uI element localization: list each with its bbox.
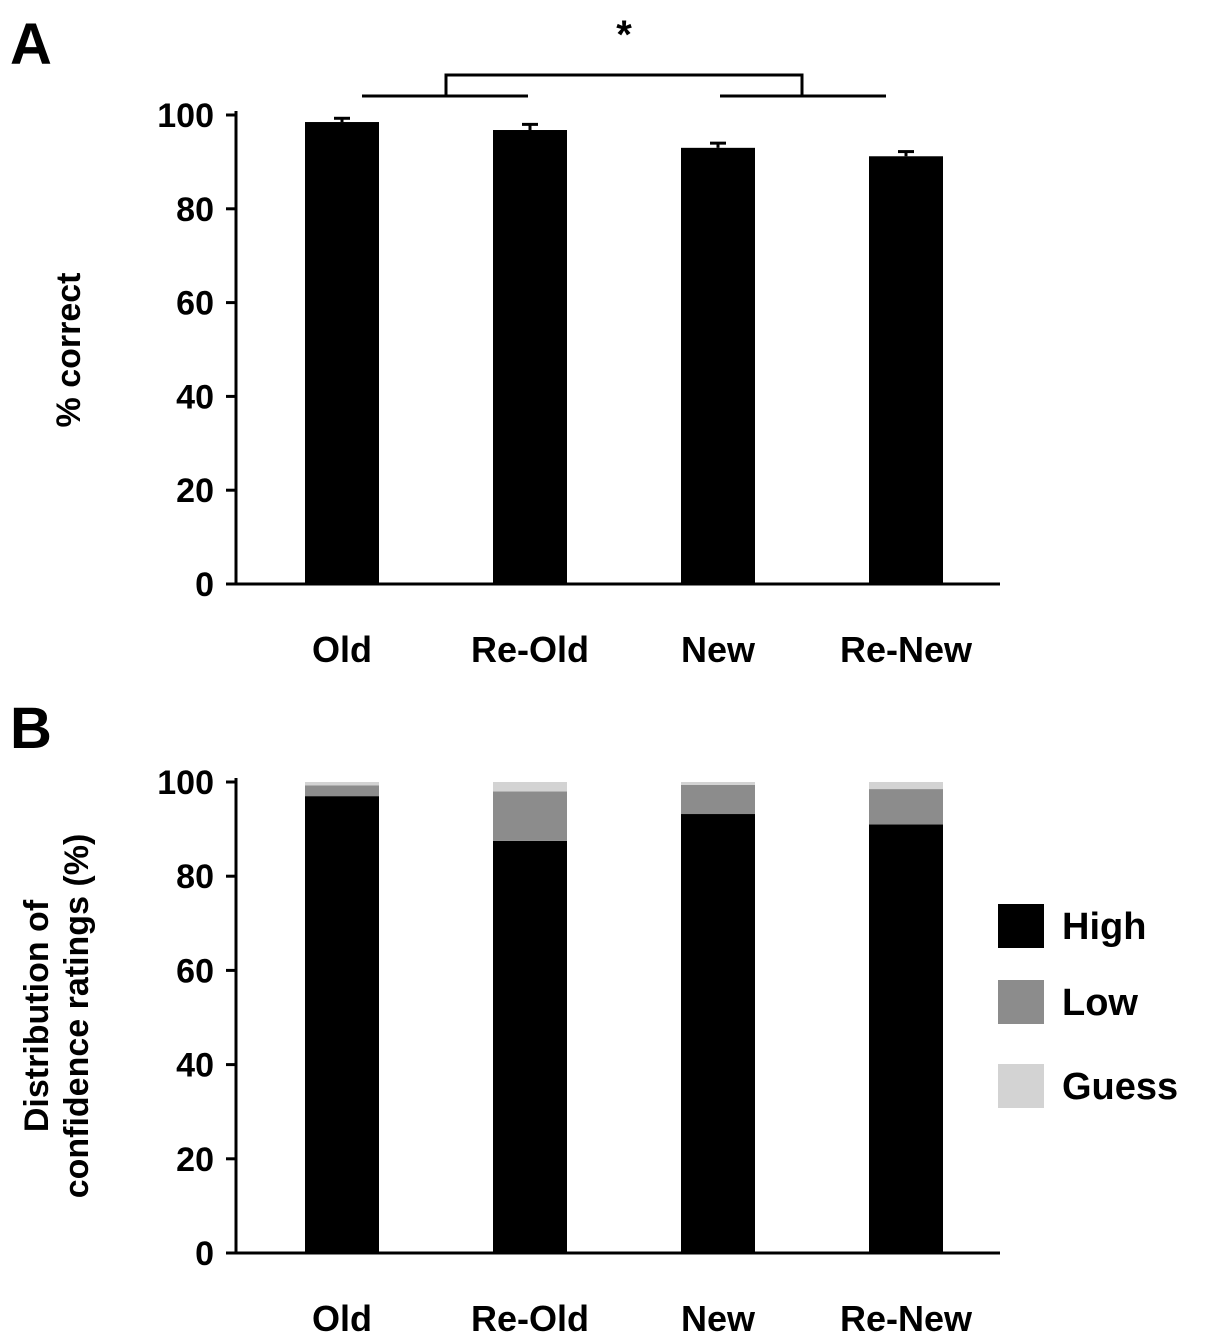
panel-a-label: A — [10, 12, 52, 77]
chart-b-legend-swatch-low — [998, 980, 1044, 1024]
chart-b-y-tick-label: 20 — [176, 1141, 214, 1179]
chart-a-bar — [869, 156, 943, 584]
chart-a-y-tick-label: 60 — [176, 285, 214, 323]
chart-a-y-tick-label: 80 — [176, 191, 214, 229]
chart-b-legend-swatch-guess — [998, 1064, 1044, 1108]
chart-b-legend-swatch-high — [998, 904, 1044, 948]
chart-b-y-axis-label: Distribution ofconfidence ratings (%) — [18, 834, 96, 1199]
chart-b-y-axis-label-line: Distribution of — [18, 899, 56, 1132]
chart-a-y-tick-label: 100 — [157, 97, 214, 135]
chart-a-significance-bracket — [444, 73, 804, 96]
chart-b-x-tick-label: Old — [312, 1298, 372, 1335]
chart-b-y-axis-label-line: confidence ratings (%) — [58, 834, 96, 1199]
chart-b: 0 20 40 60 80 100 Old Re-Old New Re-New Distributi… — [18, 764, 1178, 1335]
chart-b-bar-segment-guess — [681, 782, 755, 785]
chart-a-y-tick-label: 20 — [176, 472, 214, 510]
chart-a-x-tick-label: Re-New — [840, 629, 973, 670]
chart-a-y-tick-label: 40 — [176, 378, 214, 416]
chart-a-x-tick-label: Re-Old — [471, 629, 589, 670]
chart-b-y-tick-label: 80 — [176, 858, 214, 896]
chart-b-x-tick-label: Re-New — [840, 1298, 973, 1335]
chart-b-bar-segment-high — [681, 814, 755, 1253]
chart-a-bar — [681, 147, 755, 584]
chart-b-y-tick-label: 40 — [176, 1047, 214, 1085]
chart-b-legend-label: Guess — [1062, 1066, 1178, 1108]
chart-a-y-axis-label: % correct — [50, 273, 88, 428]
chart-b-bar-segment-high — [305, 796, 379, 1253]
chart-b-x-tick-label: Re-Old — [471, 1298, 589, 1335]
chart-a-x-tick-label: New — [681, 629, 756, 670]
chart-b-legend-label: High — [1062, 906, 1146, 948]
chart-b-bar-segment-low — [681, 784, 755, 815]
chart-b-y-tick-label: 100 — [157, 764, 214, 802]
chart-a: 0 20 40 60 80 100 Old Re-Old New Re-New % correct * — [50, 13, 1000, 670]
chart-a-bar — [493, 130, 567, 584]
chart-b-y-tick-label: 0 — [195, 1235, 214, 1273]
chart-b-bar-segment-guess — [869, 782, 943, 790]
chart-a-x-tick-label: Old — [312, 629, 372, 670]
chart-b-bar-segment-high — [493, 840, 567, 1253]
chart-b-x-tick-label: New — [681, 1298, 756, 1335]
chart-b-bar-segment-low — [493, 791, 567, 841]
chart-b-bar-segment-guess — [305, 782, 379, 786]
chart-b-bar-segment-high — [869, 824, 943, 1253]
chart-b-bar-segment-low — [305, 785, 379, 797]
chart-a-y-tick-label: 0 — [195, 566, 214, 604]
chart-a-bar — [305, 122, 379, 584]
chart-b-y-tick-label: 60 — [176, 952, 214, 990]
chart-b-bar-segment-low — [869, 789, 943, 825]
chart-b-bar-segment-guess — [493, 782, 567, 792]
panel-b-label: B — [10, 696, 52, 761]
chart-b-legend-label: Low — [1062, 982, 1138, 1024]
chart-a-significance-marker: * — [616, 13, 632, 57]
